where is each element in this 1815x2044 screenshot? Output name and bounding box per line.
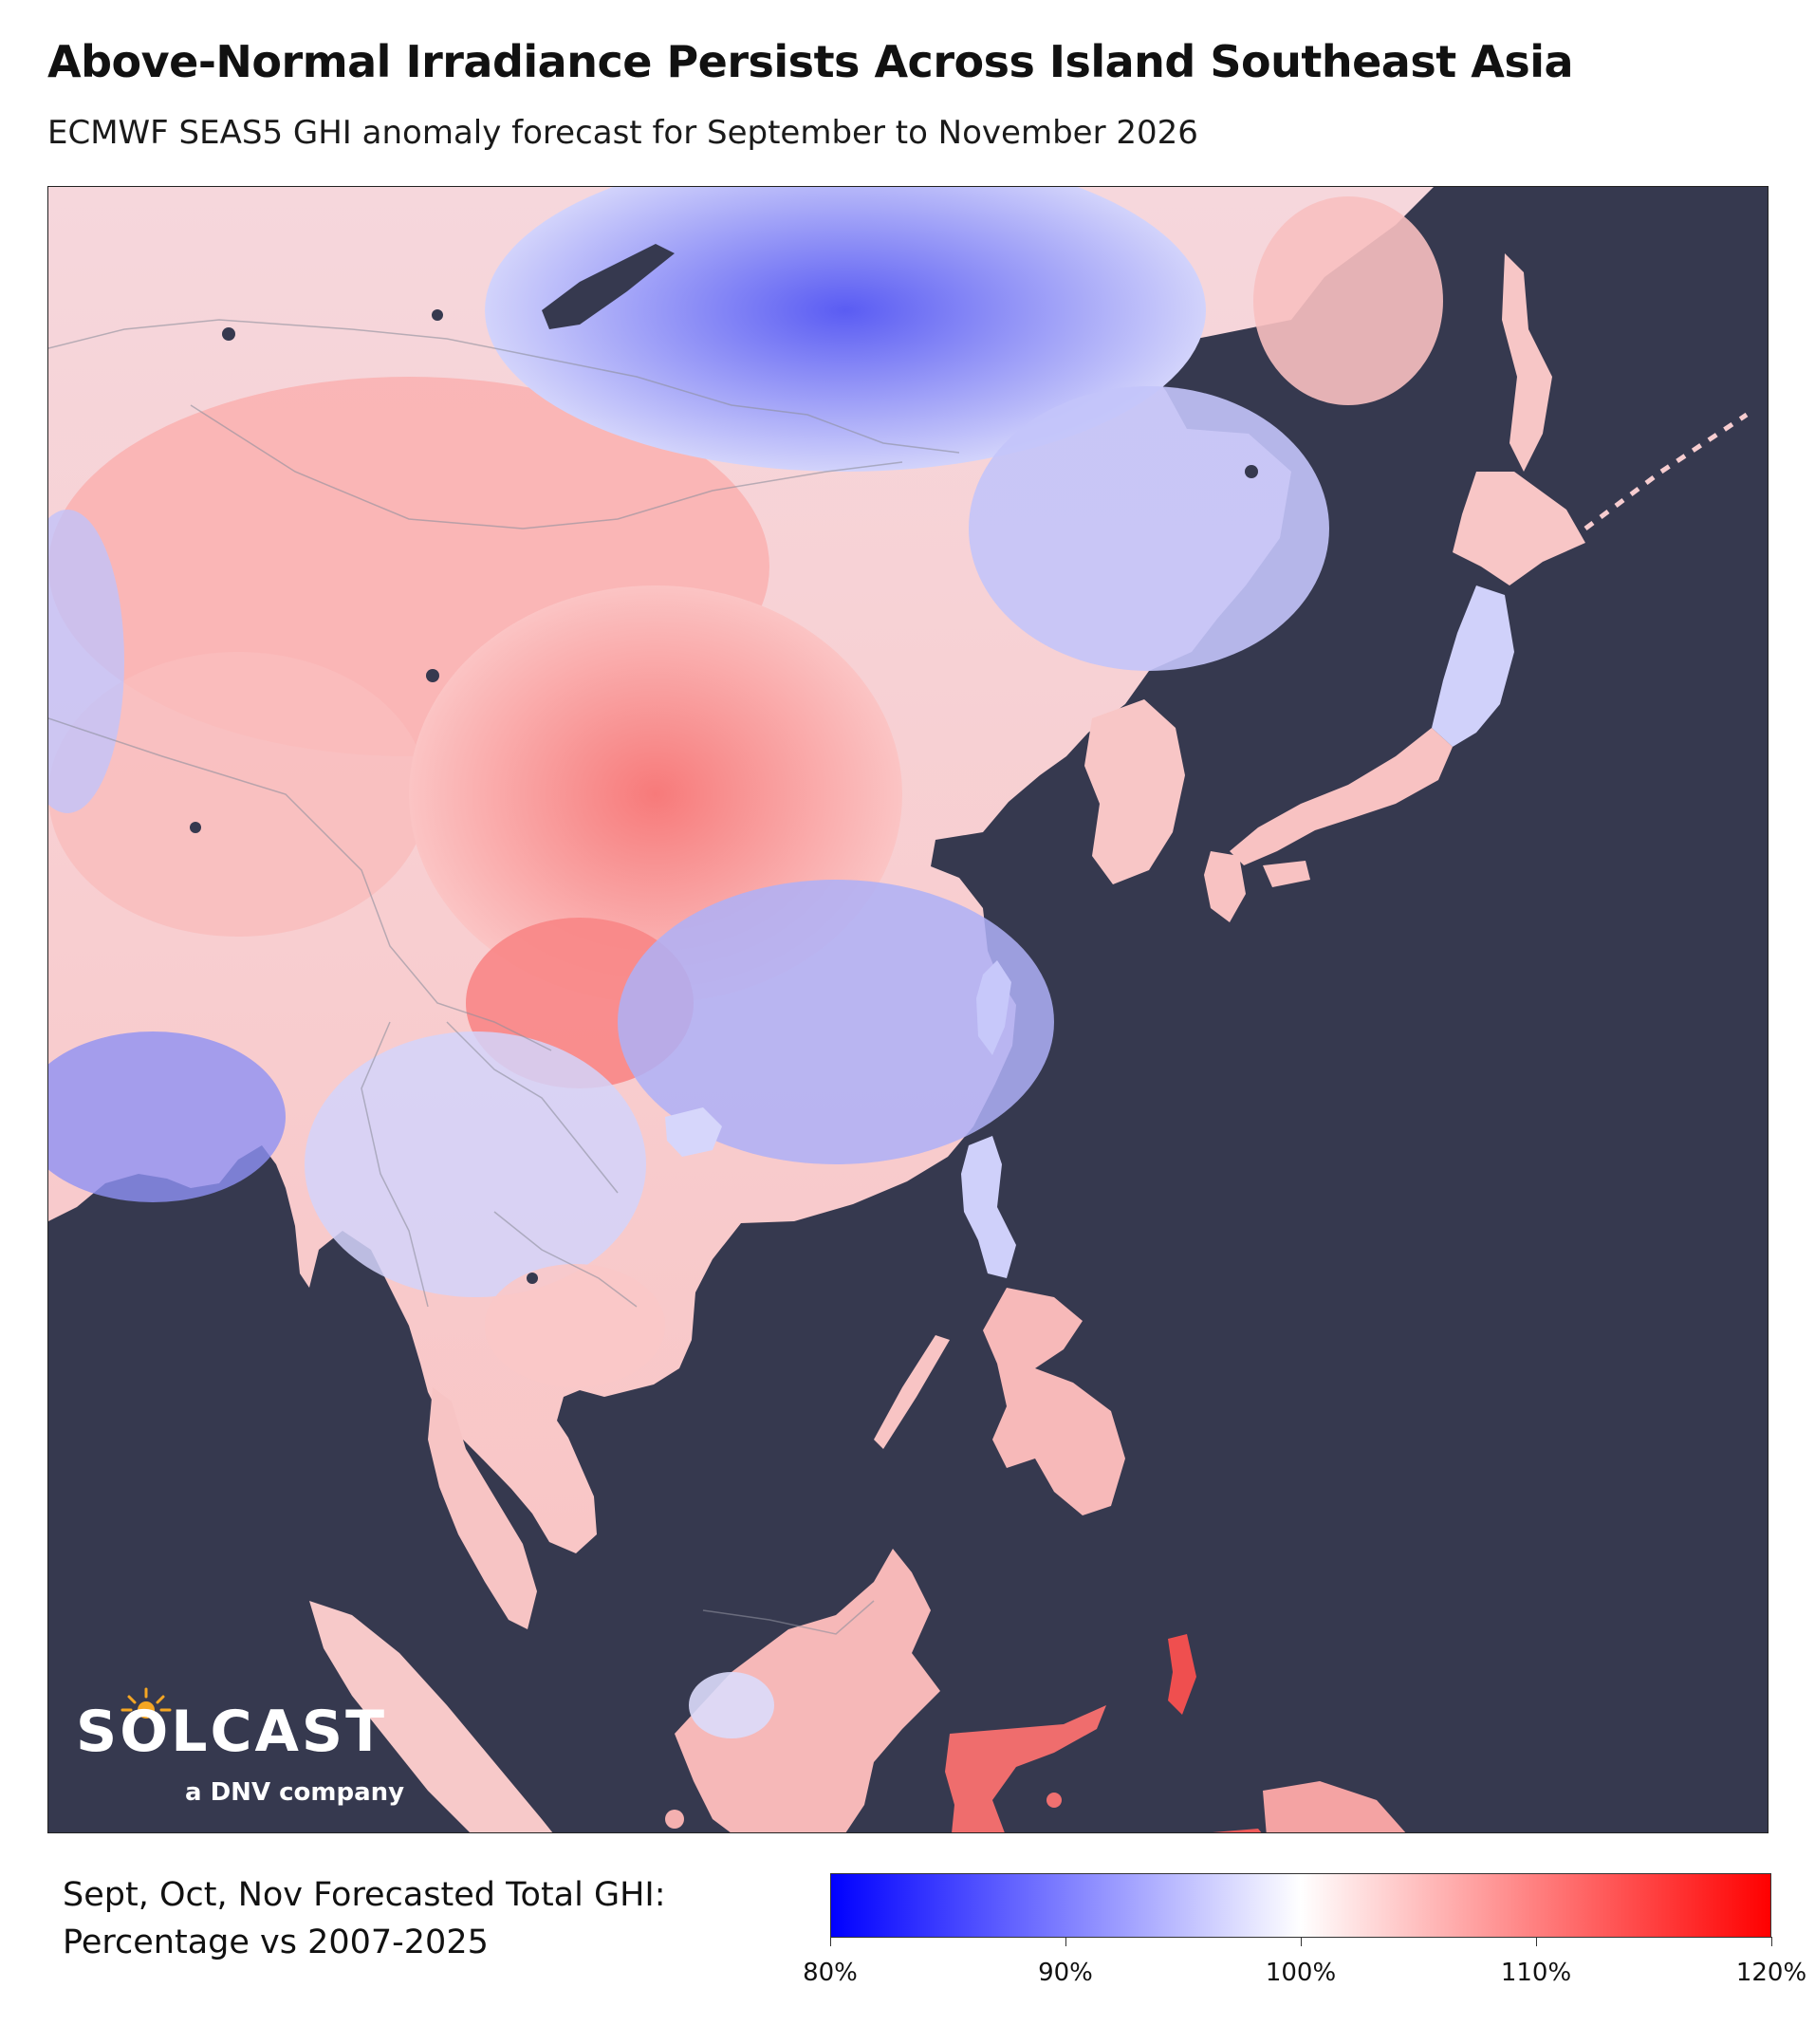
lake — [432, 309, 443, 321]
colorbar-tick-label: 100% — [1265, 1959, 1337, 1987]
seram-buru — [1213, 1829, 1262, 1832]
map-subtitle: ECMWF SEAS5 GHI anomaly forecast for Sep… — [47, 114, 1198, 152]
colorbar-tickmark — [1301, 1937, 1302, 1946]
region-cambodia — [485, 1264, 665, 1387]
lake — [222, 327, 235, 341]
taiwan — [976, 960, 1011, 1055]
colorbar-tick-label: 120% — [1735, 1959, 1807, 1987]
lake — [190, 822, 201, 833]
legend-line-2: Percentage vs 2007-2025 — [63, 1923, 489, 1961]
sun-icon — [120, 1687, 172, 1719]
region-west-china — [48, 652, 428, 937]
lake — [527, 1273, 538, 1284]
region-northeast-china — [969, 386, 1329, 671]
small-island — [665, 1810, 684, 1829]
shikoku — [1263, 861, 1310, 887]
legend-line-1: Sept, Oct, Nov Forecasted Total GHI: — [63, 1876, 666, 1914]
sumatra — [309, 1601, 553, 1832]
colorbar-tickmark — [1065, 1937, 1066, 1946]
sulawesi — [945, 1705, 1106, 1832]
sakhalin — [1502, 253, 1552, 472]
anomaly-map — [47, 186, 1769, 1833]
region-indochina — [305, 1031, 646, 1297]
map-title: Above-Normal Irradiance Persists Across … — [47, 36, 1574, 87]
korea — [1084, 699, 1185, 884]
hokkaido — [1453, 472, 1585, 585]
lake — [426, 669, 439, 682]
luzon — [961, 1136, 1016, 1278]
lake-baikal — [542, 244, 675, 329]
hainan — [665, 1107, 722, 1157]
colorbar-tickmark — [830, 1937, 831, 1946]
colorbar-tickmark — [1771, 1937, 1772, 1946]
logo-wordmark: SOLCAST — [76, 1699, 388, 1765]
region-northeast-india — [48, 1031, 286, 1202]
visayas-mindanao — [983, 1288, 1125, 1515]
malay-peninsula — [428, 1387, 537, 1629]
borneo-west-blue — [689, 1672, 774, 1738]
region-southern-china — [618, 880, 1054, 1164]
colorbar-tick-label: 90% — [1038, 1959, 1093, 1987]
region-far-east-red — [1253, 196, 1443, 405]
colorbar — [830, 1873, 1771, 1938]
logo-tagline: a DNV company — [185, 1778, 405, 1807]
solcast-logo: SOLCAST a DNV company — [76, 1687, 417, 1812]
country-borders — [48, 319, 960, 1635]
kyushu — [1204, 851, 1246, 922]
halmahera — [1168, 1634, 1196, 1715]
small-island — [1046, 1793, 1062, 1808]
palawan — [874, 1335, 950, 1449]
new-guinea — [1263, 1781, 1406, 1832]
colorbar-tickmark — [1536, 1937, 1537, 1946]
colorbar-tick-label: 110% — [1500, 1959, 1572, 1987]
colorbar-tick-label: 80% — [803, 1959, 858, 1987]
map-canvas — [48, 187, 1749, 1832]
honshu-south — [1230, 728, 1453, 865]
borneo — [675, 1549, 940, 1832]
lake — [1245, 465, 1258, 478]
honshu-north — [1432, 585, 1514, 747]
kuril-islands — [1583, 412, 1749, 530]
legend-label: Sept, Oct, Nov Forecasted Total GHI: Per… — [63, 1871, 784, 1966]
